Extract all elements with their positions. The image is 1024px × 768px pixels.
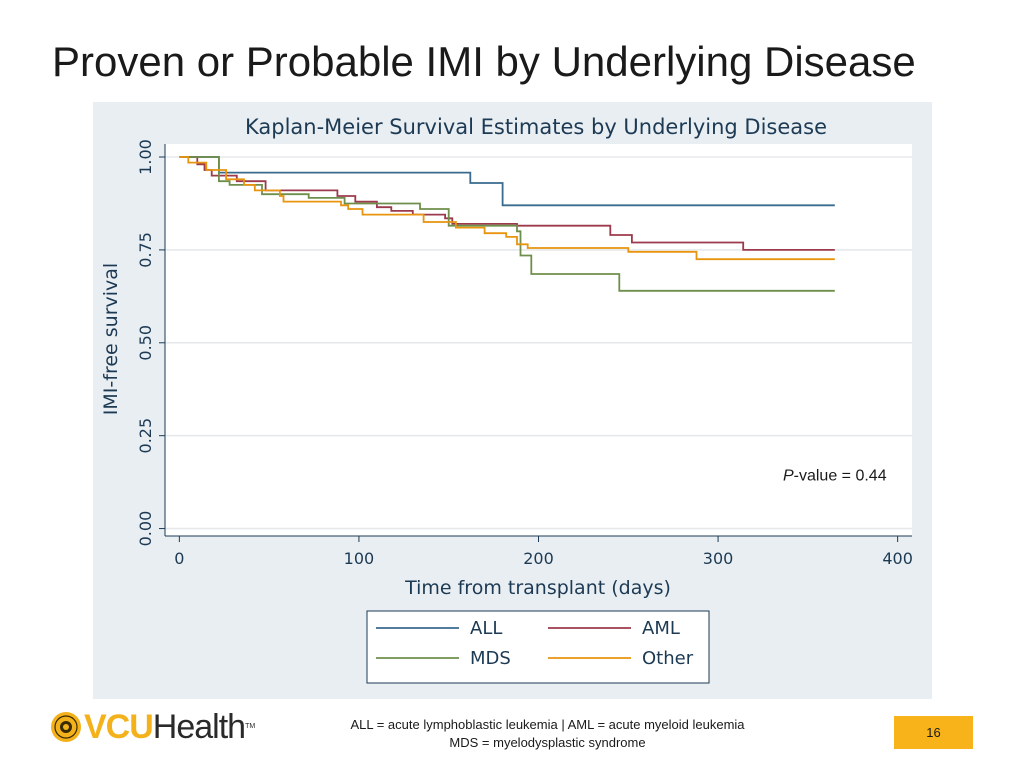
x-tick-label: 200 bbox=[523, 549, 554, 568]
slide-title: Proven or Probable IMI by Underlying Dis… bbox=[52, 38, 916, 85]
logo-wordmark: VCUHealthTM bbox=[84, 707, 255, 747]
logo-vcu: VCU bbox=[84, 708, 154, 746]
p-value-text: -value = 0.44 bbox=[794, 467, 887, 484]
footnote-line-2: MDS = myelodysplastic syndrome bbox=[449, 735, 646, 750]
km-chart: Kaplan-Meier Survival Estimates by Under… bbox=[100, 115, 913, 684]
y-tick-label: 0.50 bbox=[136, 325, 155, 361]
footnote: ALL = acute lymphoblastic leukemia | AML… bbox=[300, 716, 795, 752]
y-tick-label: 0.75 bbox=[136, 232, 155, 268]
x-tick-label: 400 bbox=[882, 549, 913, 568]
y-tick-label: 1.00 bbox=[136, 139, 155, 175]
y-tick-label: 0.25 bbox=[136, 418, 155, 454]
legend-label-other: Other bbox=[642, 648, 694, 669]
logo-health: Health bbox=[152, 708, 246, 746]
plot-area bbox=[165, 144, 912, 536]
y-axis-label: IMI-free survival bbox=[100, 263, 122, 415]
legend-label-aml: AML bbox=[642, 618, 680, 639]
page-number-badge: 16 bbox=[894, 716, 973, 749]
x-axis-label: Time from transplant (days) bbox=[404, 577, 671, 599]
logo-tm: TM bbox=[245, 723, 256, 730]
x-tick-label: 300 bbox=[703, 549, 734, 568]
series-line-mds bbox=[179, 156, 835, 292]
chart-panel: Kaplan-Meier Survival Estimates by Under… bbox=[93, 102, 932, 699]
legend-label-mds: MDS bbox=[470, 648, 511, 669]
series-line-aml bbox=[179, 156, 835, 251]
page-number: 16 bbox=[926, 725, 941, 740]
legend-box bbox=[366, 610, 710, 684]
footnote-line-1: ALL = acute lymphoblastic leukemia | AML… bbox=[350, 717, 745, 732]
vcu-health-logo: VCUHealthTM bbox=[50, 707, 280, 747]
legend: ALL AML MDS Other bbox=[366, 610, 710, 684]
x-tick-label: 100 bbox=[344, 549, 375, 568]
legend-label-all: ALL bbox=[470, 618, 502, 639]
p-value-italic: P bbox=[783, 467, 794, 484]
chart-title: Kaplan-Meier Survival Estimates by Under… bbox=[245, 115, 827, 139]
p-value-annotation: P-value = 0.44 bbox=[783, 467, 887, 484]
y-tick-label: 0.00 bbox=[136, 511, 155, 547]
vcu-seal-icon bbox=[51, 712, 81, 742]
x-tick-label: 0 bbox=[174, 549, 184, 568]
series-line-other bbox=[179, 156, 835, 261]
